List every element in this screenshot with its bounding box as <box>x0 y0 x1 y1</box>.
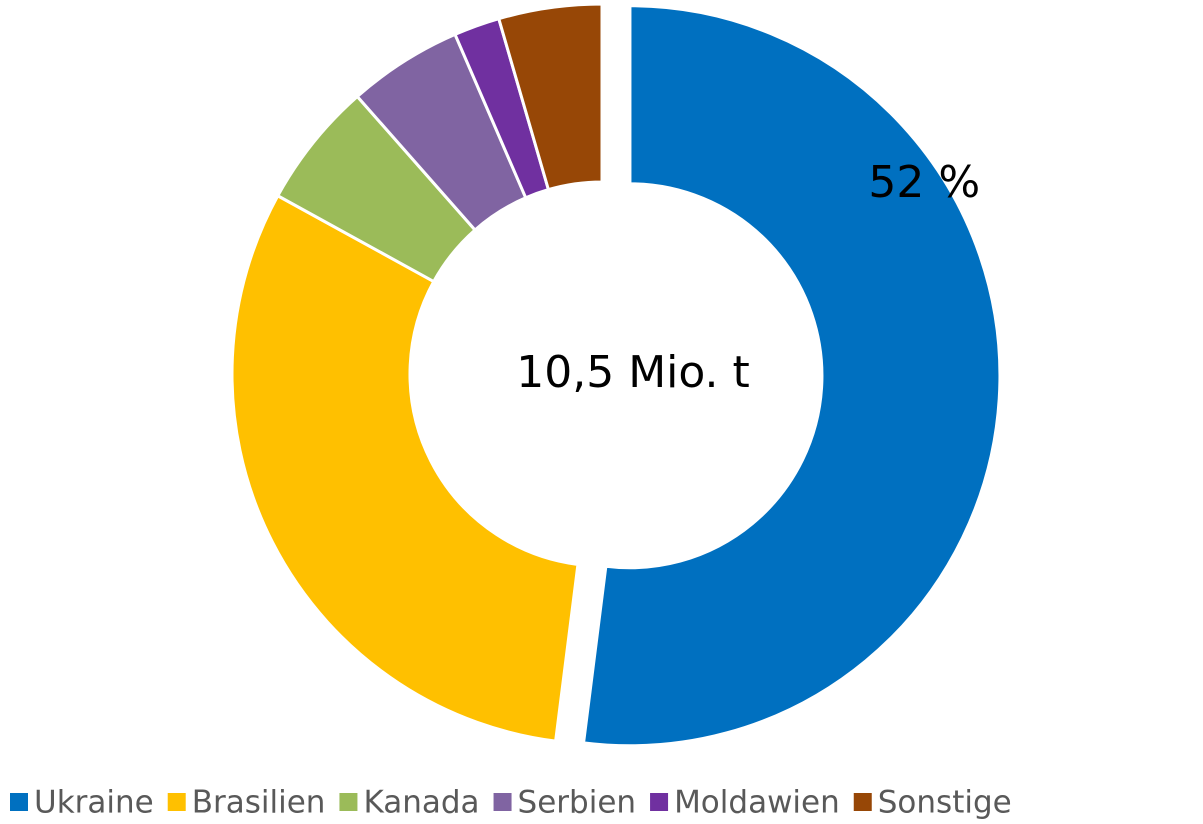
legend-label: Sonstige <box>878 785 1012 821</box>
legend-label: Ukraine <box>34 785 154 821</box>
data-label: 52 % <box>868 157 980 208</box>
legend-swatch <box>853 793 872 811</box>
donut-segment <box>496 2 604 192</box>
center-label: 10,5 Mio. t <box>516 347 750 398</box>
legend-swatch <box>650 793 669 811</box>
legend-label: Brasilien <box>192 785 326 821</box>
legend: Ukraine Brasilien Kanada Serbien Moldawien So… <box>10 785 1012 821</box>
legend-swatch <box>339 793 358 811</box>
legend-swatch <box>493 793 512 811</box>
donut-segment <box>581 4 1002 748</box>
legend-label: Moldawien <box>674 785 840 821</box>
donut-segment <box>230 193 580 743</box>
legend-label: Serbien <box>518 785 637 821</box>
legend-swatch <box>167 793 186 811</box>
legend-swatch <box>10 793 28 811</box>
legend-label: Kanada <box>363 785 479 821</box>
